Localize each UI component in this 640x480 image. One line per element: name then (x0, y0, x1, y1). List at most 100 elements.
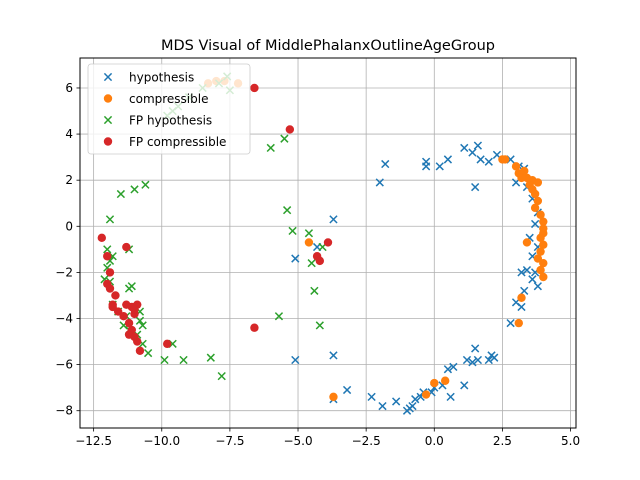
legend-marker (103, 115, 113, 125)
marker-stroke (392, 397, 401, 406)
marker-stroke (329, 215, 338, 224)
data-point (421, 390, 431, 399)
data-point (530, 219, 540, 229)
marker-stroke (105, 215, 115, 224)
data-point (517, 293, 526, 302)
legend: hypothesis compressible FP hypothesis FP co… (87, 63, 251, 155)
marker-stroke (217, 372, 226, 381)
data-point (421, 162, 431, 171)
data-point (514, 318, 523, 328)
marker-stroke (100, 275, 109, 284)
marker-stroke (105, 256, 115, 265)
legend-item: FP hypothesis (103, 114, 212, 128)
marker-stroke (160, 355, 169, 365)
marker-stroke (533, 282, 542, 291)
marker-stroke (528, 252, 537, 261)
data-point (111, 291, 120, 300)
data-point (250, 323, 259, 332)
marker-stroke (381, 159, 390, 169)
legend-item: FP compressible (103, 135, 226, 149)
legend-marker (103, 137, 113, 146)
data-point (122, 242, 131, 252)
data-point (528, 275, 537, 284)
data-point (539, 240, 548, 249)
marker-stroke (484, 355, 493, 365)
marker-stroke (421, 162, 431, 171)
marker-stroke (315, 321, 324, 330)
y-tick-label: −2 (55, 265, 73, 279)
marker-stroke (435, 162, 444, 171)
data-point (108, 302, 117, 312)
marker-stroke (124, 284, 134, 293)
data-point (511, 162, 521, 171)
marker-stroke (274, 312, 284, 321)
marker-stroke (310, 286, 319, 295)
x-tick-label: −2.5 (352, 434, 381, 448)
data-point (116, 189, 126, 199)
data-point (520, 166, 529, 176)
x-tick-label: −7.5 (215, 434, 244, 448)
x-tick-label: −5.0 (283, 434, 312, 448)
data-point (250, 83, 259, 93)
legend-label: FP compressible (129, 135, 226, 149)
data-point (307, 259, 316, 268)
data-point (468, 358, 477, 367)
marker-stroke (446, 392, 455, 402)
data-point (392, 397, 401, 406)
data-point (291, 254, 300, 263)
marker-stroke (462, 355, 472, 365)
marker-stroke (130, 185, 139, 194)
marker-stroke (342, 385, 352, 395)
marker-stroke (506, 318, 515, 328)
marker-stroke (141, 180, 150, 189)
data-point (460, 381, 469, 390)
data-point (522, 265, 532, 275)
y-tick-label: 6 (65, 81, 73, 95)
data-point (506, 318, 515, 328)
marker-stroke (103, 72, 113, 82)
marker-stroke (206, 353, 215, 362)
data-point (217, 372, 226, 381)
data-point (443, 365, 453, 374)
marker-stroke (291, 254, 300, 263)
data-point (130, 185, 139, 194)
y-tick-label: 2 (65, 173, 73, 187)
data-point (476, 155, 485, 164)
marker-stroke (517, 302, 526, 312)
marker-stroke (402, 406, 412, 415)
marker-stroke (304, 229, 314, 238)
marker-stroke (528, 275, 537, 284)
data-point (304, 229, 314, 238)
data-point (291, 355, 300, 365)
y-tick-label: −4 (55, 311, 73, 325)
marker-stroke (471, 344, 480, 353)
marker-stroke (484, 157, 493, 166)
marker-stroke (471, 182, 480, 192)
chart-title: MDS Visual of MiddlePhalanxOutlineAgeGro… (161, 38, 495, 54)
marker-stroke (288, 226, 297, 236)
x-tick-label: −12.5 (75, 434, 112, 448)
data-point (520, 286, 529, 295)
data-point (97, 233, 107, 243)
data-point (498, 155, 507, 164)
data-point (517, 302, 526, 312)
data-point (160, 355, 169, 365)
data-point (274, 312, 284, 321)
data-point (487, 351, 496, 360)
data-point (124, 284, 134, 293)
marker-stroke (530, 219, 540, 229)
legend-marker (103, 94, 113, 103)
marker-stroke (487, 351, 496, 360)
data-point (530, 203, 540, 213)
marker-stroke (116, 189, 126, 199)
data-point (124, 318, 134, 328)
data-point (285, 125, 295, 134)
series-fp-compressible (97, 83, 333, 355)
marker-stroke (367, 392, 376, 402)
data-point (539, 217, 548, 226)
data-point (266, 143, 275, 153)
data-point (119, 311, 128, 321)
marker-stroke (460, 143, 469, 153)
y-tick-label: 0 (65, 219, 73, 233)
data-point (105, 268, 115, 277)
